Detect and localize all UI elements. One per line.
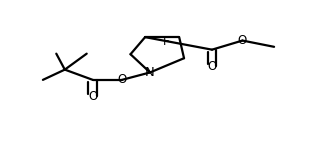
Text: O: O — [88, 90, 97, 103]
Text: O: O — [117, 73, 127, 86]
Text: F: F — [162, 35, 169, 48]
Text: O: O — [208, 60, 217, 73]
Text: N: N — [145, 66, 155, 79]
Text: O: O — [238, 34, 247, 47]
